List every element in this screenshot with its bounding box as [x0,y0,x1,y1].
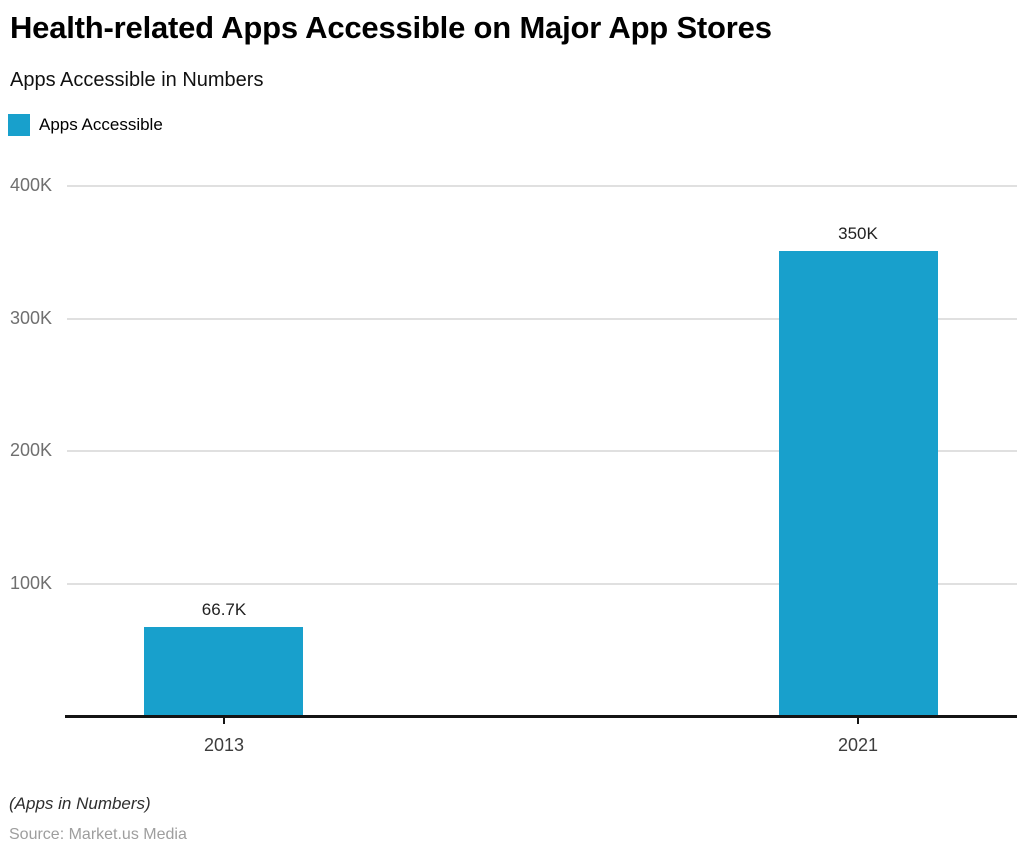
gridline [67,185,1017,187]
legend[interactable]: Apps Accessible [8,114,163,136]
legend-label: Apps Accessible [39,115,163,134]
x-axis-label: 2013 [203,735,245,755]
y-axis-tick-label: 300K [10,307,53,328]
x-axis-line [65,715,1017,718]
chart-subtitle: Apps Accessible in Numbers [10,69,264,91]
plot-area: 100K 200K 300K 400K 66.7K 2013 350K 2021 [10,175,1017,755]
gridline [67,317,1017,320]
footer-source: Source: Market.us Media [9,826,187,843]
footer-note: (Apps in Numbers) [9,794,151,813]
bar[interactable] [144,627,303,715]
y-axis-tick-label: 100K [10,572,53,593]
bar-value-label: 66.7K [201,600,247,619]
bar-value-label: 350K [838,224,878,243]
x-axis-tick [857,717,859,724]
y-axis-tick-label: 400K [10,175,53,195]
legend-swatch-icon [8,114,30,136]
gridline [67,450,1017,452]
x-axis-label: 2021 [837,735,879,755]
gridline [67,582,1017,585]
x-axis-tick [223,717,225,724]
chart-title: Health-related Apps Accessible on Major … [10,10,772,45]
y-axis-tick-label: 200K [10,440,53,460]
bar[interactable] [779,251,938,715]
